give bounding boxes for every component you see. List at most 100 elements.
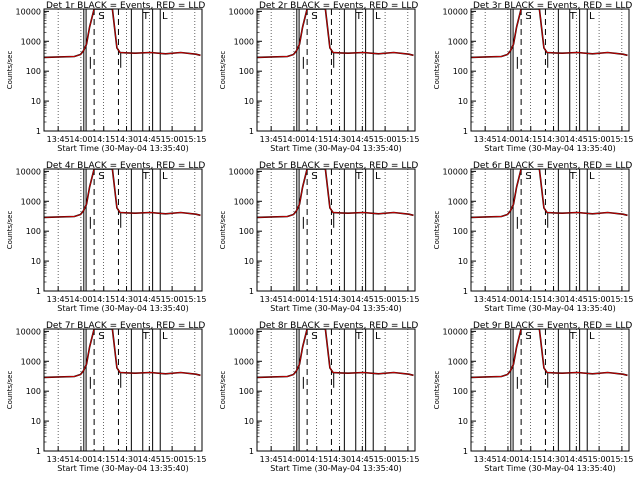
series-events-line <box>257 9 414 59</box>
x-tick-label: 14:00 <box>282 295 305 304</box>
chart-title: Det 5r BLACK = Events, RED = LLD <box>259 161 418 171</box>
x-tick-label: 14:30 <box>542 455 565 464</box>
y-tick-label: 100 <box>453 67 468 76</box>
series-events-line <box>44 9 201 59</box>
marker-label: T <box>142 331 150 342</box>
y-tick-label: 1000 <box>234 357 254 366</box>
marker-label: T <box>142 171 150 182</box>
y-tick-label: 1 <box>463 127 468 136</box>
x-tick-label: 14:30 <box>328 295 351 304</box>
x-tick-label: 13:45 <box>260 295 283 304</box>
marker-label: L <box>162 331 168 342</box>
x-tick-label: 14:00 <box>282 135 305 144</box>
x-tick-label: 15:15 <box>610 295 633 304</box>
x-tick-label: 15:00 <box>374 135 397 144</box>
x-tick-label: 13:45 <box>47 295 70 304</box>
x-tick-label: 15:15 <box>396 455 419 464</box>
marker-label: S <box>311 331 317 342</box>
x-tick-label: 14:00 <box>496 455 519 464</box>
x-tick-label: 14:30 <box>542 135 565 144</box>
x-tick-label: 14:45 <box>351 295 374 304</box>
x-tick-label: 14:45 <box>565 135 588 144</box>
series-lld-line <box>471 329 628 378</box>
plot-frame <box>43 168 203 292</box>
y-tick-label: 10 <box>458 257 468 266</box>
chart-title: Det 1r BLACK = Events, RED = LLD <box>46 1 205 11</box>
y-tick-label: 10000 <box>16 327 41 336</box>
x-tick-label: 14:30 <box>542 295 565 304</box>
x-tick-label: 14:15 <box>92 295 115 304</box>
x-tick-label: 14:45 <box>138 135 161 144</box>
x-tick-label: 14:45 <box>351 135 374 144</box>
marker-label: L <box>589 11 595 22</box>
marker-label: S <box>98 331 104 342</box>
series-lld-line <box>257 169 414 218</box>
x-tick-label: 14:00 <box>496 295 519 304</box>
series-lld-line <box>471 9 628 58</box>
y-tick-label: 1000 <box>21 357 41 366</box>
marker-label: T <box>569 11 577 22</box>
x-axis-label: Start Time (30-May-04 13:35:40) <box>270 464 401 473</box>
x-axis-label: Start Time (30-May-04 13:35:40) <box>484 144 615 153</box>
marker-label: T <box>355 331 363 342</box>
y-tick-label: 1 <box>249 287 254 296</box>
marker-label: S <box>98 171 104 182</box>
y-tick-label: 1000 <box>21 37 41 46</box>
x-tick-label: 14:15 <box>519 295 542 304</box>
y-tick-label: 10 <box>458 417 468 426</box>
x-tick-label: 14:30 <box>115 455 138 464</box>
series-events-line <box>44 169 201 219</box>
x-tick-label: 14:00 <box>496 135 519 144</box>
x-tick-label: 15:15 <box>183 455 206 464</box>
chart-title: Det 3r BLACK = Events, RED = LLD <box>473 1 632 11</box>
y-axis-label: Counts/sec <box>219 51 227 90</box>
series-lld-line <box>44 9 201 58</box>
x-tick-label: 14:45 <box>565 295 588 304</box>
x-axis-label: Start Time (30-May-04 13:35:40) <box>270 304 401 313</box>
x-tick-label: 15:15 <box>183 135 206 144</box>
series-events-line <box>471 9 628 59</box>
y-tick-label: 10 <box>31 97 41 106</box>
y-tick-label: 100 <box>239 387 254 396</box>
series-lld-line <box>257 329 414 378</box>
marker-label: T <box>355 11 363 22</box>
y-tick-label: 100 <box>239 67 254 76</box>
chart-title: Det 4r BLACK = Events, RED = LLD <box>46 161 205 171</box>
y-axis-label: Counts/sec <box>433 371 441 410</box>
x-tick-label: 14:45 <box>138 455 161 464</box>
x-tick-label: 14:45 <box>565 455 588 464</box>
x-tick-label: 15:15 <box>396 135 419 144</box>
x-tick-label: 14:45 <box>138 295 161 304</box>
x-axis-label: Start Time (30-May-04 13:35:40) <box>484 304 615 313</box>
y-tick-label: 10 <box>31 417 41 426</box>
y-axis-label: Counts/sec <box>6 211 14 250</box>
x-tick-label: 15:00 <box>588 295 611 304</box>
marker-label: S <box>311 171 317 182</box>
series-events-line <box>471 169 628 219</box>
x-tick-label: 14:30 <box>328 455 351 464</box>
marker-label: L <box>162 171 168 182</box>
y-tick-label: 10 <box>31 257 41 266</box>
y-tick-label: 100 <box>26 227 41 236</box>
x-axis-label: Start Time (30-May-04 13:35:40) <box>57 304 188 313</box>
chart-title: Det 7r BLACK = Events, RED = LLD <box>46 321 205 331</box>
x-tick-label: 15:00 <box>588 135 611 144</box>
y-axis-label: Counts/sec <box>219 371 227 410</box>
x-tick-label: 13:45 <box>47 455 70 464</box>
series-events-line <box>257 169 414 219</box>
y-tick-label: 10000 <box>443 167 468 176</box>
y-tick-label: 10 <box>244 257 254 266</box>
x-tick-label: 15:00 <box>588 455 611 464</box>
y-tick-label: 1 <box>36 287 41 296</box>
x-tick-label: 14:15 <box>92 135 115 144</box>
y-tick-label: 10000 <box>16 167 41 176</box>
x-tick-label: 14:30 <box>115 135 138 144</box>
marker-label: L <box>375 171 381 182</box>
x-axis-label: Start Time (30-May-04 13:35:40) <box>484 464 615 473</box>
